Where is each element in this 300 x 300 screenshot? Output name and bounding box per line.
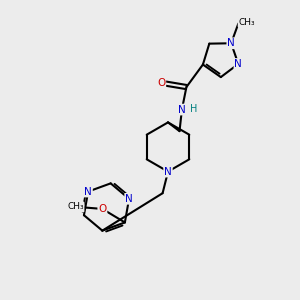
Text: N: N bbox=[227, 38, 235, 48]
Text: H: H bbox=[190, 104, 197, 114]
Text: N: N bbox=[164, 167, 172, 177]
Text: O: O bbox=[98, 204, 106, 214]
Text: CH₃: CH₃ bbox=[238, 17, 255, 26]
Text: N: N bbox=[125, 194, 133, 204]
Text: N: N bbox=[178, 105, 186, 115]
Text: CH₃: CH₃ bbox=[67, 202, 84, 211]
Text: N: N bbox=[84, 187, 92, 196]
Text: O: O bbox=[157, 78, 165, 88]
Text: N: N bbox=[234, 59, 242, 69]
